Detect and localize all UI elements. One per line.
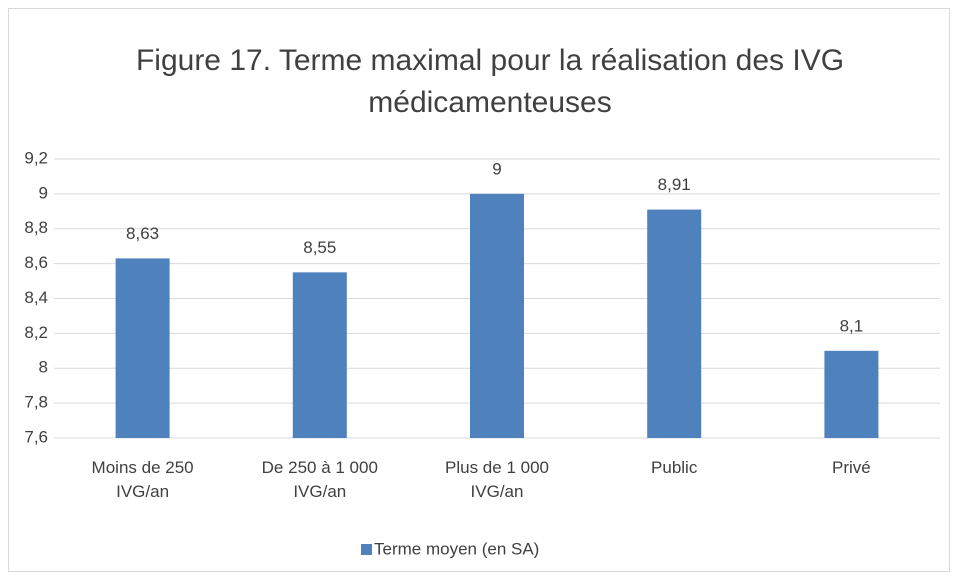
bar bbox=[824, 350, 879, 438]
bar bbox=[647, 209, 702, 438]
y-tick-label: 8,6 bbox=[24, 253, 48, 272]
bar bbox=[470, 193, 524, 438]
data-label: 9 bbox=[492, 159, 501, 178]
y-tick-label: 8,4 bbox=[24, 288, 48, 307]
data-label: 8,91 bbox=[658, 175, 691, 194]
data-label: 8,55 bbox=[303, 238, 336, 257]
legend-swatch bbox=[361, 544, 372, 555]
x-tick-label: Plus de 1 000 IVG/an bbox=[445, 458, 549, 501]
y-tick-label: 9,2 bbox=[24, 148, 48, 167]
y-tick-label: 7,8 bbox=[24, 393, 48, 412]
data-label: 8,63 bbox=[126, 224, 159, 243]
legend-label: Terme moyen (en SA) bbox=[374, 539, 539, 558]
y-tick-label: 8 bbox=[39, 358, 48, 377]
x-tick-label: Privé bbox=[832, 458, 871, 477]
y-tick-label: 8,2 bbox=[24, 323, 48, 342]
bar bbox=[115, 258, 170, 438]
y-tick-label: 8,8 bbox=[24, 218, 48, 237]
y-tick-label: 9 bbox=[39, 183, 48, 202]
x-tick-label: De 250 à 1 000 IVG/an bbox=[261, 458, 378, 501]
x-tick-label: Moins de 250 IVG/an bbox=[91, 458, 194, 501]
bar bbox=[292, 272, 347, 438]
data-label: 8,1 bbox=[840, 316, 864, 335]
y-tick-label: 7,6 bbox=[24, 427, 48, 446]
chart-title: Figure 17. Terme maximal pour la réalisa… bbox=[135, 44, 845, 119]
x-tick-label: Public bbox=[651, 458, 698, 477]
